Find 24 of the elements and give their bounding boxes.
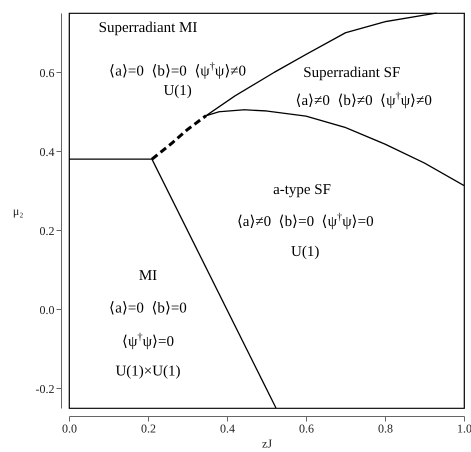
y-tick-label: 0.6 <box>40 66 54 80</box>
annotation: ⟨ψ$^{†}$ψ⟩=0 <box>122 332 174 350</box>
x-tick-label: 0.4 <box>220 422 235 436</box>
y-axis-title: μ₂ <box>12 204 24 218</box>
y-tick-label: 0.2 <box>40 224 54 238</box>
annotation: MI <box>138 268 158 284</box>
y-tick-label: -0.2 <box>36 382 54 396</box>
y-tick-label: 0.4 <box>40 144 54 159</box>
annotation: U(1)×U(1) <box>115 364 181 380</box>
y-tick-label: 0.0 <box>40 302 54 317</box>
annotation: ⟨a⟩≠0 ⟨b⟩=0 ⟨ψ$^{†}$ψ⟩=0 <box>236 212 374 231</box>
annotation: ⟨a⟩=0 ⟨b⟩=0 ⟨ψ$^{†}$ψ⟩≠0 <box>109 61 246 80</box>
x-axis-title: zJ <box>262 436 272 450</box>
x-tick-label: 0.2 <box>141 422 156 436</box>
annotation: Superradiant MI <box>98 20 198 36</box>
annotation: ⟨a⟩≠0 ⟨b⟩≠0 ⟨ψ$^{†}$ψ⟩≠0 <box>295 90 432 110</box>
annotation: U(1) <box>291 244 320 261</box>
x-tick-label: 0.0 <box>62 422 77 436</box>
x-tick-label: 0.6 <box>299 422 314 436</box>
annotation: a-type SF <box>273 182 332 198</box>
x-tick-label: 0.8 <box>378 422 393 436</box>
annotation: Superradiant SF <box>303 66 400 82</box>
annotation: ⟨a⟩=0 ⟨b⟩=0 <box>109 300 187 317</box>
annotation: U(1) <box>163 83 192 100</box>
